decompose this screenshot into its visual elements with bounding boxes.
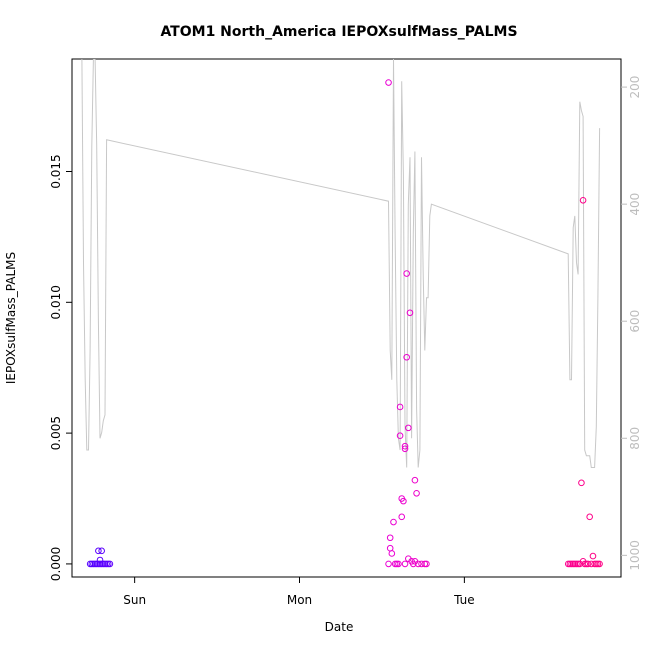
data-point — [106, 560, 114, 568]
data-point — [411, 476, 419, 484]
data-point — [588, 560, 595, 568]
data-point — [386, 534, 394, 542]
y-tick-label: 0.015 — [49, 154, 63, 188]
right-y-tick-label: 1000 — [628, 540, 642, 571]
right-y-tick-label: 200 — [628, 76, 642, 99]
gray-line-path — [81, 59, 601, 468]
data-point — [413, 489, 420, 497]
data-point — [406, 309, 414, 317]
x-tick-label: Mon — [287, 593, 312, 607]
data-point — [396, 432, 404, 440]
y-tick-label: 0.005 — [49, 416, 63, 450]
data-point — [98, 547, 105, 555]
data-point — [385, 560, 392, 568]
plot-area — [71, 58, 622, 578]
data-point — [405, 424, 412, 432]
data-point — [418, 560, 425, 568]
data-point — [579, 196, 587, 204]
x-axis-label: Date — [325, 620, 354, 634]
data-point — [395, 560, 402, 568]
chart-title: ATOM1 North_America IEPOXsulfMass_PALMS — [160, 24, 517, 40]
data-point — [403, 353, 410, 361]
x-tick-label: Sun — [123, 593, 146, 607]
data-point — [423, 560, 430, 568]
right-y-tick-label: 800 — [628, 427, 642, 450]
data-point — [396, 403, 404, 411]
y-tick-label: 0.010 — [49, 285, 63, 319]
right-y-tick-label: 600 — [628, 310, 642, 333]
data-point — [401, 560, 409, 568]
data-point — [398, 513, 406, 521]
data-point — [96, 556, 104, 564]
x-axis: Sun Mon Tue — [123, 577, 475, 607]
data-point — [390, 518, 397, 526]
data-point — [596, 560, 603, 568]
y-axis-right: 200 400 600 800 1000 — [621, 76, 642, 571]
data-point — [578, 479, 585, 487]
data-point — [95, 547, 102, 555]
right-y-tick-label: 400 — [628, 193, 642, 216]
data-point — [589, 552, 597, 560]
y-axis-label: IEPOXsulfMass_PALMS — [4, 252, 18, 384]
data-point — [401, 445, 409, 453]
gray-line-series — [81, 59, 601, 468]
data-point — [401, 442, 409, 450]
data-point — [385, 79, 392, 86]
point-series — [86, 79, 603, 568]
y-tick-label: 0.000 — [49, 547, 63, 581]
data-point — [584, 560, 592, 568]
y-axis-left: 0.000 0.005 0.010 0.015 — [49, 154, 72, 581]
data-point — [388, 550, 396, 557]
data-point — [400, 497, 407, 505]
x-tick-label: Tue — [453, 593, 475, 607]
data-point — [403, 270, 410, 277]
data-point — [411, 558, 419, 565]
data-point — [586, 513, 593, 521]
